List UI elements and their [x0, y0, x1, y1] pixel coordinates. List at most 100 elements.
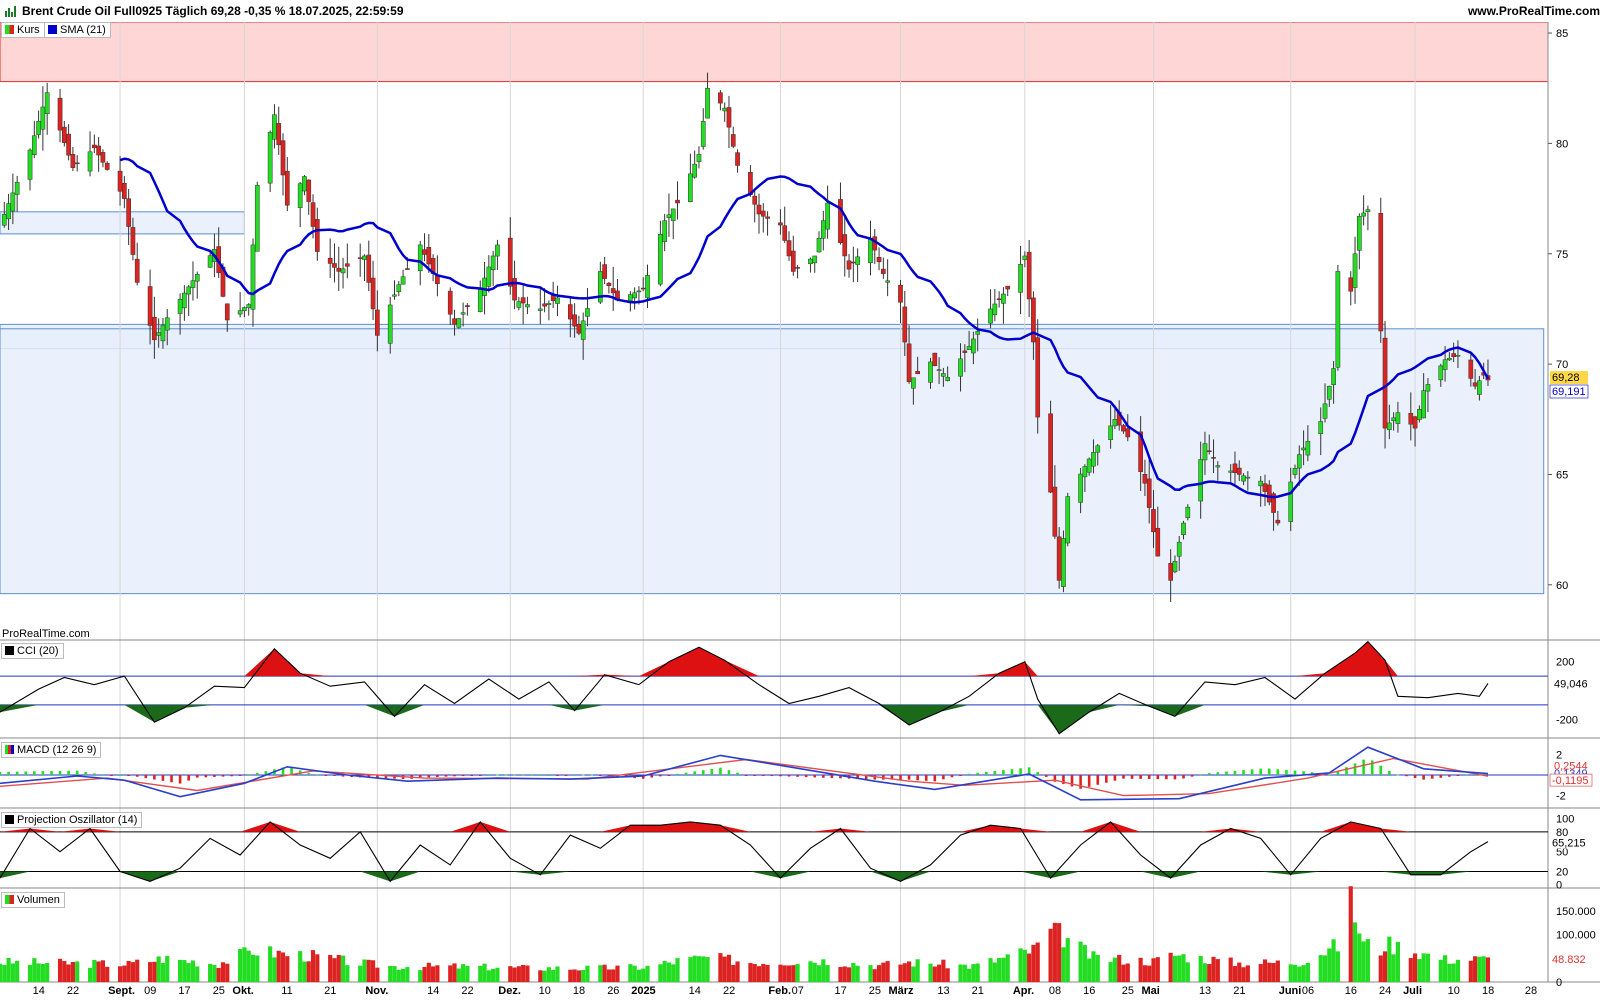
site-name[interactable]: www.ProRealTime.com [1467, 4, 1600, 18]
candle-body [902, 306, 908, 343]
legend-sma[interactable]: SMA (21) [44, 22, 111, 38]
macd-histogram-bar [1233, 770, 1237, 775]
macd-histogram-label: 0,2544 [1554, 761, 1588, 773]
candle-body [1061, 538, 1066, 587]
candle-body [602, 264, 607, 279]
volume-bar [1447, 963, 1452, 982]
macd-histogram-bar [1216, 772, 1220, 775]
volume-bar [1477, 956, 1482, 982]
volume-bar [1155, 957, 1160, 982]
x-tick-label-35: 16 [1345, 985, 1357, 997]
volume-bar [1108, 961, 1113, 982]
macd-histogram-bar [684, 772, 688, 775]
candle-body [795, 267, 800, 269]
volume-bar [332, 958, 337, 982]
macd-histogram-bar [967, 773, 971, 775]
legend-volume[interactable]: Volumen [1, 892, 65, 908]
macd-histogram-bar [1002, 770, 1005, 775]
candle-body [1056, 536, 1062, 581]
price-tick-label-3: 70 [1556, 359, 1568, 371]
volume-bar [705, 957, 710, 982]
volume-bar [1451, 963, 1456, 982]
volume-bar [906, 961, 912, 982]
candle-body [1155, 527, 1161, 557]
macd-histogram-bar [1370, 760, 1374, 775]
candle-body [122, 183, 127, 199]
candle-body [164, 317, 170, 331]
volume-bar [945, 968, 950, 982]
macd-histogram-bar [238, 775, 242, 776]
legend-sma-label: SMA (21) [60, 24, 106, 36]
candle-body [640, 287, 646, 290]
legend-macd[interactable]: MACD (12 26 9) [1, 742, 102, 758]
candle-body [1215, 465, 1221, 468]
candle-body [662, 220, 667, 242]
candle-body [722, 107, 728, 112]
candle-body [314, 219, 320, 252]
volume-bar [756, 966, 762, 982]
macd-histogram-bar [153, 775, 156, 780]
candle-body [928, 361, 933, 383]
zone-blue-1 [0, 211, 245, 235]
volume-bar [786, 965, 792, 982]
candle-body [1018, 263, 1023, 293]
volume-bar [778, 964, 783, 982]
volume-bar [1035, 942, 1040, 982]
volume-bar [195, 966, 200, 982]
volume-bar [1305, 962, 1310, 982]
x-tick-label-30: Mai [1141, 985, 1159, 997]
macd-histogram-bar [1087, 775, 1091, 787]
volume-bar [735, 961, 740, 982]
candle-body [452, 318, 457, 325]
candle-body [134, 258, 140, 283]
legend-kurs[interactable]: Kurs [1, 22, 45, 38]
candle-body [692, 163, 698, 178]
candle-body [366, 254, 372, 283]
volume-bar [1138, 957, 1143, 982]
volume-bar [761, 963, 766, 982]
macd-histogram-bar [376, 775, 379, 779]
candle-body [1236, 467, 1242, 475]
candle-body [1262, 483, 1268, 492]
volume-bar [842, 966, 847, 982]
volume-bar [1082, 945, 1087, 982]
legend-projection[interactable]: Projection Oszillator (14) [1, 812, 143, 828]
macd-histogram-bar [796, 775, 799, 777]
candle-body [782, 225, 788, 241]
candle-body [945, 377, 951, 381]
x-tick-label-22: 25 [869, 985, 881, 997]
volume-bar [242, 947, 247, 982]
legend-cci[interactable]: CCI (20) [1, 643, 64, 659]
volume-bar [366, 959, 371, 982]
candle-body [327, 257, 333, 264]
macd-histogram-bar [830, 775, 834, 779]
macd-histogram-bar [1190, 775, 1194, 777]
x-tick-label-19: Feb. [768, 985, 791, 997]
volume-bar [1387, 936, 1392, 982]
volume-bar [328, 954, 333, 982]
candle-body [332, 263, 337, 268]
volume-bar [1301, 965, 1306, 982]
candle-body [816, 238, 822, 253]
macd-histogram-bar [255, 772, 259, 775]
macd-histogram-bar [513, 774, 516, 776]
candle-body [6, 203, 11, 220]
candle-body [152, 316, 157, 341]
macd-histogram-bar [1019, 768, 1022, 775]
volume-bar [1202, 963, 1208, 982]
candle-body [825, 202, 830, 230]
macd-histogram-bar [1430, 775, 1434, 779]
candle-body [207, 255, 213, 268]
volume-bar [1357, 933, 1362, 982]
macd-histogram-bar [230, 775, 233, 777]
volume-bar [628, 964, 633, 982]
volume-bar [1438, 959, 1443, 982]
macd-histogram-bar [1070, 775, 1074, 787]
volume-bar [456, 968, 461, 982]
volume-bar [795, 963, 800, 982]
candle-body [1232, 463, 1238, 473]
volume-bar [645, 965, 650, 982]
volume-bar [808, 961, 813, 982]
candle-body [460, 312, 466, 315]
candle-body [490, 255, 496, 270]
